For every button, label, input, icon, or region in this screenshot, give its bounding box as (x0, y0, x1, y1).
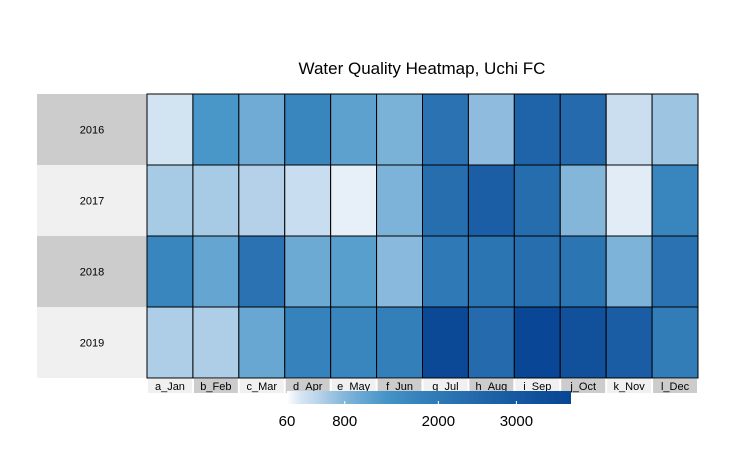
heatmap-cell (513, 306, 561, 379)
colorbar-gradient (287, 391, 571, 404)
heatmap-cell (513, 235, 561, 308)
colorbar-tick-label: 60 (279, 413, 296, 430)
column-label-band (239, 379, 284, 393)
row-label: 2019 (80, 338, 104, 350)
heatmap-cell (422, 164, 469, 237)
heatmap-cell (467, 306, 515, 379)
heatmap-cell (422, 235, 469, 308)
column-label: h_Aug (475, 381, 507, 393)
column-label: j_Oct (569, 381, 596, 393)
column-label: l_Dec (661, 381, 690, 393)
heatmap-cell (651, 235, 699, 308)
heatmap-cell (330, 306, 378, 379)
row-band (37, 236, 147, 307)
heatmap-cell (192, 93, 240, 166)
heatmap-cell (330, 235, 378, 308)
column-label: i_Sep (523, 381, 551, 393)
heatmap-cell (651, 306, 699, 379)
colorbar-tick-label: 2000 (422, 413, 455, 430)
heatmap-cell (330, 164, 378, 237)
heatmap-cell (467, 164, 515, 237)
column-label-band (193, 379, 238, 393)
column-label-band (285, 379, 330, 393)
heatmap-cell (192, 306, 240, 379)
heatmap-cell (284, 93, 332, 166)
row-label: 2018 (80, 267, 104, 279)
heatmap-cell (559, 306, 607, 379)
column-label-band (469, 379, 514, 393)
colorbar: 60 800 2000 3000 (279, 391, 571, 430)
column-label-band (148, 379, 192, 393)
heatmap-cell (284, 306, 332, 379)
heatmap-cell (284, 164, 332, 237)
heatmap-cell (376, 235, 424, 308)
heatmap-cell (238, 235, 286, 308)
heatmap-cell (605, 164, 653, 237)
colorbar-tick-label: 800 (332, 413, 357, 430)
column-label-band (607, 379, 652, 393)
heatmap-cell (559, 235, 607, 308)
row-band (37, 307, 147, 378)
heatmap-cell (605, 93, 653, 166)
heatmap-cell (513, 164, 561, 237)
heatmap-cell (651, 164, 699, 237)
row-band (37, 94, 147, 165)
column-labels: a_Jan b_Feb c_Mar d_Apr e_May f_Jun g_Jul h_Aug… (148, 379, 697, 393)
column-label-band (653, 379, 697, 393)
column-label: b_Feb (200, 381, 231, 393)
column-label: g_Jul (432, 381, 458, 393)
heatmap-cell (376, 306, 424, 379)
heatmap-cell (651, 93, 699, 166)
heatmap-cell (238, 306, 286, 379)
heatmap-cell (238, 93, 286, 166)
heatmap-cell (605, 235, 653, 308)
heatmap-cell (376, 164, 424, 237)
heatmap-cell (146, 93, 194, 166)
heatmap-cell (146, 235, 194, 308)
heatmap-cell (330, 93, 378, 166)
heatmap-cell (422, 306, 469, 379)
row-band (37, 165, 147, 236)
column-label: c_Mar (247, 381, 278, 393)
heatmap-cell (238, 164, 286, 237)
heatmap-cell (559, 164, 607, 237)
heatmap-cell (192, 164, 240, 237)
column-label: d_Apr (293, 381, 323, 393)
heatmap-cell (376, 93, 424, 166)
column-label: k_Nov (614, 381, 646, 393)
heatmap-cells (146, 93, 699, 379)
column-label-band (423, 379, 468, 393)
heatmap-cell (513, 93, 561, 166)
heatmap-cell (422, 93, 469, 166)
column-label-band (515, 379, 560, 393)
heatmap-cell (146, 306, 194, 379)
column-label-band (331, 379, 376, 393)
colorbar-tick-label: 3000 (500, 413, 533, 430)
heatmap-cell (467, 235, 515, 308)
column-label-band (561, 379, 606, 393)
column-label: f_Jun (386, 381, 413, 393)
row-label: 2016 (80, 125, 104, 137)
heatmap-cell (605, 306, 653, 379)
heatmap-cell (284, 235, 332, 308)
column-label-band (377, 379, 422, 393)
column-label: e_May (337, 381, 371, 393)
row-label-bands: 2016 2017 2018 2019 (37, 94, 147, 378)
chart-title: Water Quality Heatmap, Uchi FC (299, 59, 546, 78)
heatmap-cell (146, 164, 194, 237)
heatmap-cell (192, 235, 240, 308)
heatmap-cell (467, 93, 515, 166)
heatmap-cell (559, 93, 607, 166)
row-label: 2017 (80, 196, 104, 208)
column-label: a_Jan (155, 381, 185, 393)
